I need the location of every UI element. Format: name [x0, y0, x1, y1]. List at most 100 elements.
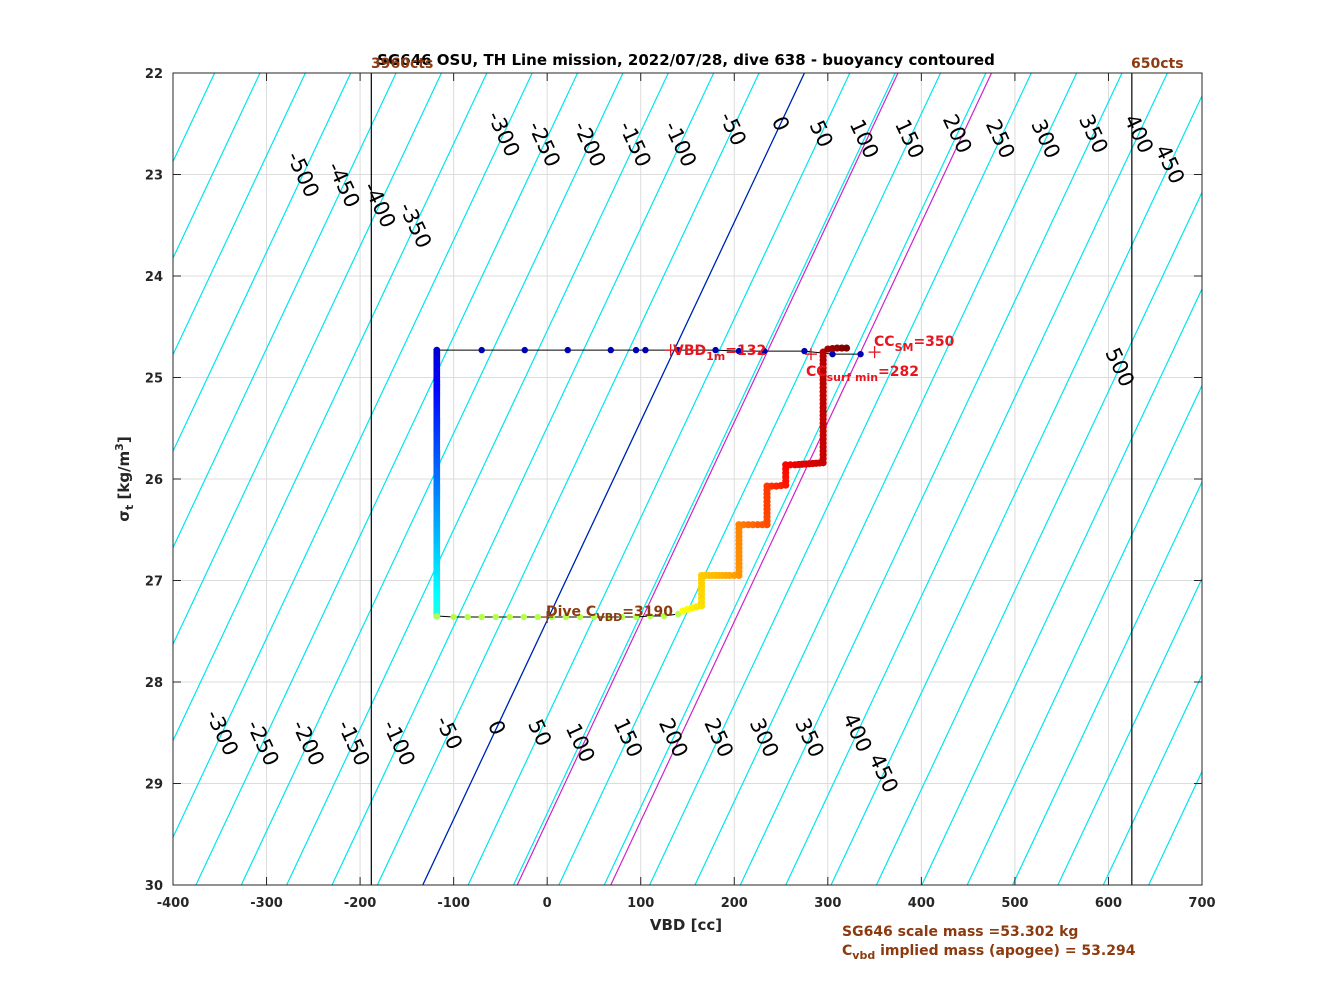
contour-line — [830, 94, 1202, 885]
contour-line — [240, 73, 624, 885]
data-point — [674, 346, 682, 354]
zero-buoyancy-line — [422, 73, 805, 885]
data-point — [506, 613, 513, 621]
contour-line — [649, 73, 1032, 885]
data-point — [534, 613, 542, 621]
x-tick-label: -400 — [157, 896, 190, 911]
contour-lines — [0, 73, 1202, 885]
data-point — [857, 350, 864, 358]
y-tick-label: 28 — [145, 676, 163, 691]
data-point — [735, 347, 743, 355]
contour-line — [173, 73, 488, 743]
data-point — [607, 346, 614, 354]
data-point — [712, 346, 719, 354]
annotation-markers — [541, 344, 881, 624]
x-tick-label: 200 — [721, 896, 748, 911]
y-tick-label: 30 — [145, 879, 163, 894]
contour-line — [331, 73, 715, 885]
x-axis-label: VBD [cc] — [650, 916, 722, 934]
data-point — [660, 612, 668, 620]
data-point — [590, 613, 598, 621]
contour-line — [966, 384, 1202, 885]
magenta-reference-line — [610, 73, 993, 885]
y-tick-label: 26 — [145, 473, 163, 488]
data-point — [618, 613, 626, 621]
cc-sm-annotation: CCSM=350 — [874, 334, 955, 354]
contour-line — [173, 73, 443, 646]
implied-mass-note: Cvbd implied mass (apogee) = 53.294 — [842, 943, 1136, 962]
scale-mass-note: SG646 scale mass =53.302 kg — [842, 924, 1078, 940]
contour-line — [1057, 577, 1202, 885]
contour-line — [739, 73, 1123, 885]
y-tick-label: 29 — [145, 778, 163, 793]
y-axis-label: σt [kg/m3] — [113, 436, 136, 521]
vertical-line-label-right: 650cts — [1131, 56, 1184, 72]
contour-line — [694, 73, 1078, 885]
x-tick-label: -100 — [437, 896, 470, 911]
x-tick-label: 600 — [1095, 896, 1122, 911]
data-point — [478, 346, 485, 354]
data-point — [521, 346, 528, 354]
data-point — [646, 612, 654, 620]
data-point — [564, 346, 571, 354]
axis-ticks: -400 -300 -200 -100 0 100 200 300 400 500 600 700 22… — [145, 67, 1216, 911]
contour-line — [512, 73, 896, 885]
contour-line — [173, 73, 533, 839]
contour-line — [376, 73, 760, 885]
data-point — [492, 613, 499, 621]
contour-line — [467, 73, 851, 885]
x-tick-label: 400 — [908, 896, 935, 911]
data-point — [520, 613, 527, 621]
contour-line — [173, 73, 397, 550]
contour-line — [603, 73, 987, 885]
vbd-1m-annotation: VBD1m=132 — [673, 343, 766, 363]
cc-surf-min-annotation: CCsurf min=282 — [806, 364, 919, 384]
x-tick-label: 300 — [814, 896, 841, 911]
data-point — [842, 344, 851, 352]
reference-lines — [370, 73, 1133, 885]
data-point — [478, 613, 485, 621]
x-tick-label: 0 — [543, 896, 552, 911]
contour-line — [921, 287, 1202, 885]
y-tick-label: 25 — [145, 372, 163, 387]
contour-line — [195, 73, 579, 885]
data-point — [761, 347, 768, 355]
grid — [172, 72, 1203, 886]
contour-line — [0, 73, 169, 885]
contour-line — [173, 73, 352, 453]
magenta-reference-line — [516, 73, 899, 885]
y-tick-label: 24 — [145, 270, 163, 285]
x-tick-label: 500 — [1001, 896, 1028, 911]
contour-line — [1102, 673, 1202, 885]
y-tick-label: 23 — [145, 169, 163, 184]
data-point — [829, 350, 836, 358]
data-point — [562, 613, 570, 621]
contour-line — [558, 73, 942, 885]
contour-line — [875, 191, 1202, 885]
x-tick-label: -200 — [344, 896, 377, 911]
x-tick-label: 100 — [627, 896, 654, 911]
dive-points — [433, 344, 864, 621]
contour-line — [1012, 480, 1202, 885]
contour-line — [785, 73, 1168, 885]
data-point — [632, 346, 640, 354]
y-tick-label: 27 — [145, 575, 163, 590]
data-point — [801, 347, 808, 355]
data-point — [604, 613, 612, 621]
chart-title: SG646 OSU, TH Line mission, 2022/07/28, … — [377, 51, 995, 69]
x-tick-label: 700 — [1188, 896, 1215, 911]
data-point — [642, 346, 649, 354]
vertical-line-label-left: 3960cts — [371, 56, 433, 72]
surface-track — [436, 349, 861, 355]
contour-line — [286, 73, 669, 885]
data-point — [450, 613, 457, 621]
data-point — [576, 613, 584, 621]
dive-cvbd-annotation: Dive CVBD=3190 — [546, 604, 673, 624]
x-tick-label: -300 — [250, 896, 283, 911]
contour-line — [173, 73, 306, 357]
data-point — [632, 613, 640, 621]
data-point — [464, 613, 471, 621]
contour-line — [173, 73, 261, 260]
data-point — [433, 612, 440, 620]
